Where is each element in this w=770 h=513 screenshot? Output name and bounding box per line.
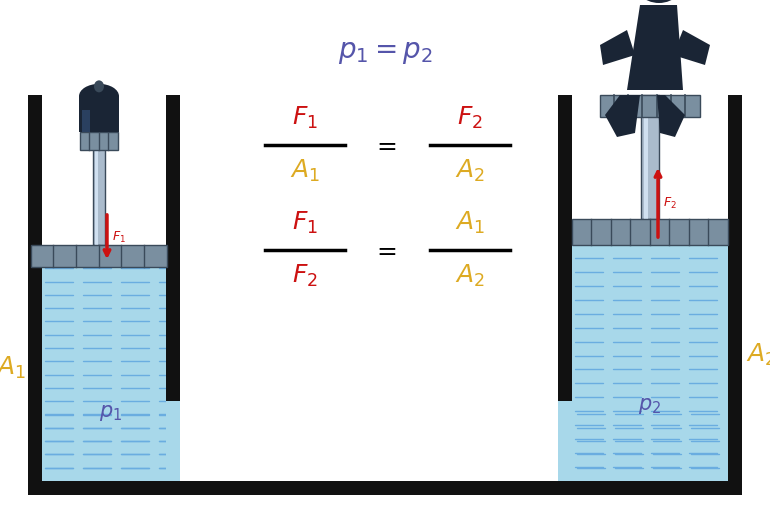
Ellipse shape [79,84,119,109]
Bar [600,95,700,117]
Bar [93,95,105,245]
Text: $A_2$: $A_2$ [455,158,485,184]
Bar [728,95,742,495]
Bar [80,132,118,150]
Polygon shape [600,30,635,65]
Text: $A_2$: $A_2$ [746,342,770,368]
Polygon shape [627,5,683,90]
Bar [166,95,180,481]
Text: $=$: $=$ [373,238,397,262]
Bar [82,110,90,132]
Bar [180,95,572,481]
Text: $F_1$: $F_1$ [292,105,318,131]
Circle shape [631,0,687,3]
Bar [79,96,119,132]
Bar [42,381,728,481]
Bar [572,219,728,245]
Bar [42,255,180,481]
Text: $p_1$: $p_1$ [99,403,122,423]
Text: $A_1$: $A_1$ [290,158,320,184]
Bar [28,95,42,495]
Bar [558,95,572,481]
Polygon shape [605,95,640,137]
Bar [166,401,180,481]
Bar [31,245,167,267]
Text: $F_1$: $F_1$ [112,229,126,245]
Text: $A_1$: $A_1$ [0,355,26,381]
Polygon shape [673,30,710,65]
Text: $A_2$: $A_2$ [455,263,485,289]
Text: $F_2$: $F_2$ [457,105,483,131]
Bar [641,95,659,219]
Bar [572,230,728,481]
Bar [644,95,648,219]
Text: $A_1$: $A_1$ [455,210,485,236]
Text: $F_1$: $F_1$ [292,210,318,236]
Text: $p_2$: $p_2$ [638,396,661,416]
Bar [572,95,728,230]
Bar [28,481,742,495]
Ellipse shape [94,81,104,92]
Bar [95,95,98,245]
Text: $F_2$: $F_2$ [292,263,318,289]
Bar [42,95,180,255]
Text: $=$: $=$ [373,133,397,157]
Bar [42,401,728,481]
Bar [558,401,572,481]
Text: $F_2$: $F_2$ [663,195,677,210]
Polygon shape [657,95,685,137]
Text: $p_1 = p_2$: $p_1 = p_2$ [337,40,433,67]
